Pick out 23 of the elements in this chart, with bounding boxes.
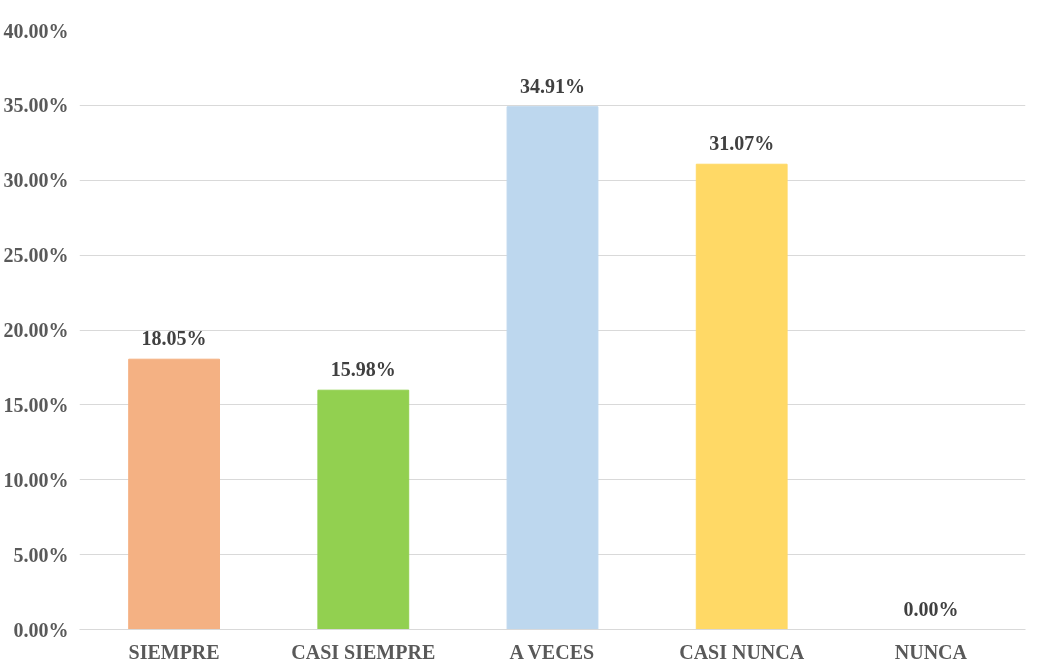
y-tick-label: 15.00% bbox=[3, 393, 69, 416]
bar bbox=[128, 358, 221, 630]
y-tick-label: 5.00% bbox=[13, 543, 69, 566]
y-tick-label: 40.00% bbox=[3, 19, 69, 42]
y-tick-label: 10.00% bbox=[3, 468, 69, 491]
bar bbox=[317, 389, 410, 630]
x-tick-label: NUNCA bbox=[894, 640, 968, 663]
x-tick-label: SIEMPRE bbox=[128, 640, 220, 663]
bar bbox=[506, 106, 599, 630]
y-tick-label: 0.00% bbox=[13, 618, 69, 641]
y-tick-label: 20.00% bbox=[3, 319, 69, 341]
x-tick-label: CASI SIEMPRE bbox=[291, 640, 436, 663]
data-label: 31.07% bbox=[709, 132, 775, 155]
data-label: 0.00% bbox=[903, 597, 959, 620]
y-tick-label: 25.00% bbox=[3, 244, 69, 267]
x-tick-label: CASI NUNCA bbox=[679, 640, 805, 663]
bar bbox=[695, 163, 788, 630]
data-label: 15.98% bbox=[330, 358, 396, 381]
data-label: 34.91% bbox=[520, 74, 585, 97]
y-tick-label: 35.00% bbox=[3, 94, 69, 117]
y-tick-label: 30.00% bbox=[3, 169, 69, 192]
data-label: 18.05% bbox=[141, 327, 207, 350]
x-tick-label: A VECES bbox=[509, 640, 595, 663]
